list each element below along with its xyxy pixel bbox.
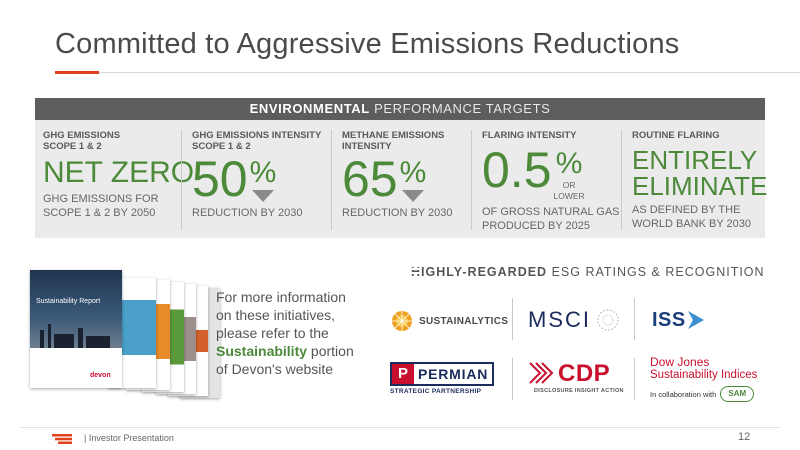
sustainalytics-logo: SUSTAINALYTICS [390, 306, 508, 336]
metric-sub: REDUCTION BY 2030 [342, 207, 453, 219]
msci-globe-icon [597, 309, 619, 331]
esg-title-light: ESG RATINGS & RECOGNITION [551, 265, 765, 279]
more-info-text: For more information on these initiative… [216, 288, 361, 378]
page-number: 12 [738, 431, 751, 443]
metric-label-2: SCOPE 1 & 2 [43, 141, 102, 152]
metric-label: METHANE EMISSIONS [342, 130, 445, 141]
iss-arrow-icon [687, 311, 704, 329]
footer-text: | Investor Presentation [84, 433, 174, 443]
logo-separator [512, 298, 513, 340]
metric-sub: REDUCTION BY 2030 [192, 207, 303, 219]
metric-label-2: INTENSITY [342, 141, 392, 152]
logo-separator [634, 298, 635, 340]
environmental-header: ENVIRONMENTAL PERFORMANCE TARGETS [35, 98, 765, 120]
percent-sign: % [555, 147, 583, 180]
info-line-4-rest: portion [307, 343, 354, 359]
metric-flaring-intensity: FLARING INTENSITY 0.5 % OR LOWER OF GROS… [471, 130, 621, 232]
or-lower-note: OR [562, 180, 576, 190]
info-line-2: on these initiatives, [216, 307, 336, 323]
metric-value-2: ELIMINATE [632, 171, 768, 201]
metric-sub: GHG EMISSIONS FOR [43, 193, 159, 205]
cdp-chevrons-icon [529, 362, 554, 384]
sam-badge: SAM [720, 386, 755, 402]
footer-divider [20, 427, 780, 428]
environmental-targets-panel: ENVIRONMENTAL PERFORMANCE TARGETS GHG EM… [35, 98, 768, 238]
report-cover-brand: devon [90, 372, 111, 379]
permian-p-icon: P [392, 364, 414, 384]
permian-logo: P PERMIAN STRATEGIC PARTNERSHIP [390, 362, 500, 400]
title-accent-bar [55, 71, 99, 74]
down-arrow-icon [251, 190, 274, 202]
metric-sub: AS DEFINED BY THE [632, 204, 741, 216]
metric-value: 65 [342, 151, 398, 207]
percent-sign: % [249, 156, 277, 189]
info-line-5: of Devon's website [216, 361, 334, 377]
slide-title: Committed to Aggressive Emissions Reduct… [55, 28, 680, 60]
down-arrow-icon [401, 190, 424, 202]
metric-sub: OF GROSS NATURAL GAS [482, 206, 620, 218]
dj-line-1: Dow Jones [650, 355, 710, 369]
metric-sub-2: PRODUCED BY 2025 [482, 220, 591, 232]
info-line-1: For more information [216, 289, 346, 305]
msci-logo: MSCI [528, 304, 621, 336]
report-cover-title: Sustainability Report [36, 298, 101, 305]
title-divider [55, 72, 800, 73]
metric-ghg-intensity: GHG EMISSIONS INTENSITY SCOPE 1 & 2 50 %… [181, 130, 331, 230]
industrial-skyline-icon [40, 324, 110, 348]
sustainability-report-covers: Sustainability Report devon [30, 270, 220, 398]
metric-value: ENTIRELY [632, 145, 758, 175]
esg-title-bold: HIGHLY-REGARDED [411, 265, 548, 279]
logo-separator [512, 358, 513, 400]
cdp-text: CDP [558, 360, 611, 387]
devon-footer-logo-icon [52, 434, 72, 444]
metric-methane-intensity: METHANE EMISSIONS INTENSITY 65 % REDUCTI… [331, 130, 471, 230]
metric-sub-2: SCOPE 1 & 2 BY 2050 [43, 207, 156, 219]
metric-sub-2: WORLD BANK BY 2030 [632, 218, 752, 230]
permian-text: PERMIAN [418, 366, 489, 382]
environmental-header-light: PERFORMANCE TARGETS [374, 101, 551, 116]
info-line-3: please refer to the [216, 325, 329, 341]
msci-text: MSCI [528, 307, 591, 332]
metric-value: NET ZERO [43, 156, 195, 189]
esg-header: HIGHLY-REGARDED ESG RATINGS & RECOGNITIO… [403, 262, 765, 282]
esg-title: HIGHLY-REGARDED ESG RATINGS & RECOGNITIO… [411, 265, 765, 279]
cdp-logo: CDP DISCLOSURE INSIGHT ACTION [528, 360, 624, 400]
environmental-header-bold: ENVIRONMENTAL [249, 101, 370, 116]
metric-value: 0.5 [482, 142, 552, 198]
iss-logo: ISS [652, 306, 704, 334]
report-front-cover: Sustainability Report devon [30, 270, 122, 388]
cdp-sub: DISCLOSURE INSIGHT ACTION [534, 388, 624, 394]
metric-label: GHG EMISSIONS [43, 130, 121, 141]
iss-text: ISS [652, 308, 686, 331]
dow-jones-logo: Dow Jones Sustainability Indices In coll… [650, 356, 770, 406]
percent-sign: % [399, 156, 427, 189]
metric-routine-flaring: ROUTINE FLARING ENTIRELY ELIMINATE AS DE… [621, 130, 768, 230]
sustainalytics-text: SUSTAINALYTICS [419, 315, 509, 327]
sustainability-link[interactable]: Sustainability [216, 343, 308, 359]
sustainalytics-sun-icon [392, 311, 412, 331]
dj-line-2: Sustainability Indices [650, 369, 758, 381]
logo-separator [634, 358, 635, 400]
or-lower-note-2: LOWER [553, 191, 585, 201]
metric-label: FLARING INTENSITY [482, 130, 577, 141]
metric-label-2: SCOPE 1 & 2 [192, 141, 251, 152]
permian-sub: STRATEGIC PARTNERSHIP [390, 388, 482, 395]
metric-label: ROUTINE FLARING [632, 130, 720, 141]
metric-ghg-net-zero: GHG EMISSIONS SCOPE 1 & 2 NET ZERO GHG E… [43, 130, 195, 230]
metric-label: GHG EMISSIONS INTENSITY [192, 130, 322, 141]
dj-line-3: In collaboration with [650, 389, 717, 399]
metric-value: 50 [192, 151, 248, 207]
